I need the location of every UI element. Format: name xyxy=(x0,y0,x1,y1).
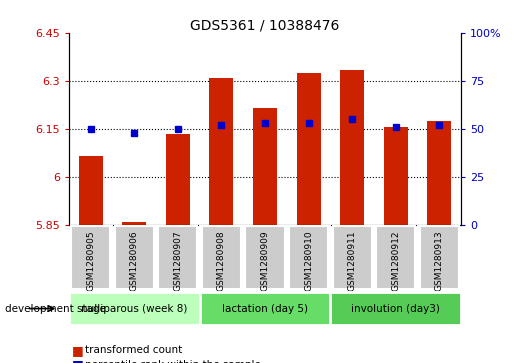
Text: GSM1280909: GSM1280909 xyxy=(261,230,269,291)
Text: GSM1280910: GSM1280910 xyxy=(304,230,313,291)
FancyBboxPatch shape xyxy=(289,227,328,289)
FancyBboxPatch shape xyxy=(330,292,461,325)
Bar xyxy=(122,223,146,225)
Text: nulliparous (week 8): nulliparous (week 8) xyxy=(81,303,188,314)
Text: GSM1280911: GSM1280911 xyxy=(348,230,357,291)
FancyBboxPatch shape xyxy=(114,227,154,289)
Text: GSM1280913: GSM1280913 xyxy=(435,230,444,291)
FancyBboxPatch shape xyxy=(69,292,200,325)
Bar xyxy=(209,78,233,225)
FancyBboxPatch shape xyxy=(71,227,110,289)
Bar xyxy=(297,73,321,225)
Text: GDS5361 / 10388476: GDS5361 / 10388476 xyxy=(190,18,340,32)
Bar xyxy=(253,108,277,225)
Text: development stage: development stage xyxy=(5,303,107,314)
Text: involution (day3): involution (day3) xyxy=(351,303,440,314)
Text: transformed count: transformed count xyxy=(85,345,182,355)
FancyBboxPatch shape xyxy=(158,227,198,289)
FancyBboxPatch shape xyxy=(420,227,459,289)
Bar xyxy=(384,127,408,225)
Text: GSM1280906: GSM1280906 xyxy=(130,230,139,291)
Text: GSM1280905: GSM1280905 xyxy=(86,230,95,291)
FancyBboxPatch shape xyxy=(376,227,416,289)
Bar xyxy=(340,70,364,225)
Bar xyxy=(427,121,452,225)
Text: GSM1280907: GSM1280907 xyxy=(173,230,182,291)
Text: lactation (day 5): lactation (day 5) xyxy=(222,303,308,314)
FancyBboxPatch shape xyxy=(200,292,330,325)
Text: percentile rank within the sample: percentile rank within the sample xyxy=(85,360,261,363)
Text: GSM1280908: GSM1280908 xyxy=(217,230,226,291)
Text: ■: ■ xyxy=(72,344,83,357)
Bar xyxy=(166,134,190,225)
FancyBboxPatch shape xyxy=(202,227,241,289)
Text: GSM1280912: GSM1280912 xyxy=(391,230,400,291)
FancyBboxPatch shape xyxy=(332,227,372,289)
FancyBboxPatch shape xyxy=(245,227,285,289)
Bar xyxy=(79,156,103,225)
Text: ■: ■ xyxy=(72,358,83,363)
